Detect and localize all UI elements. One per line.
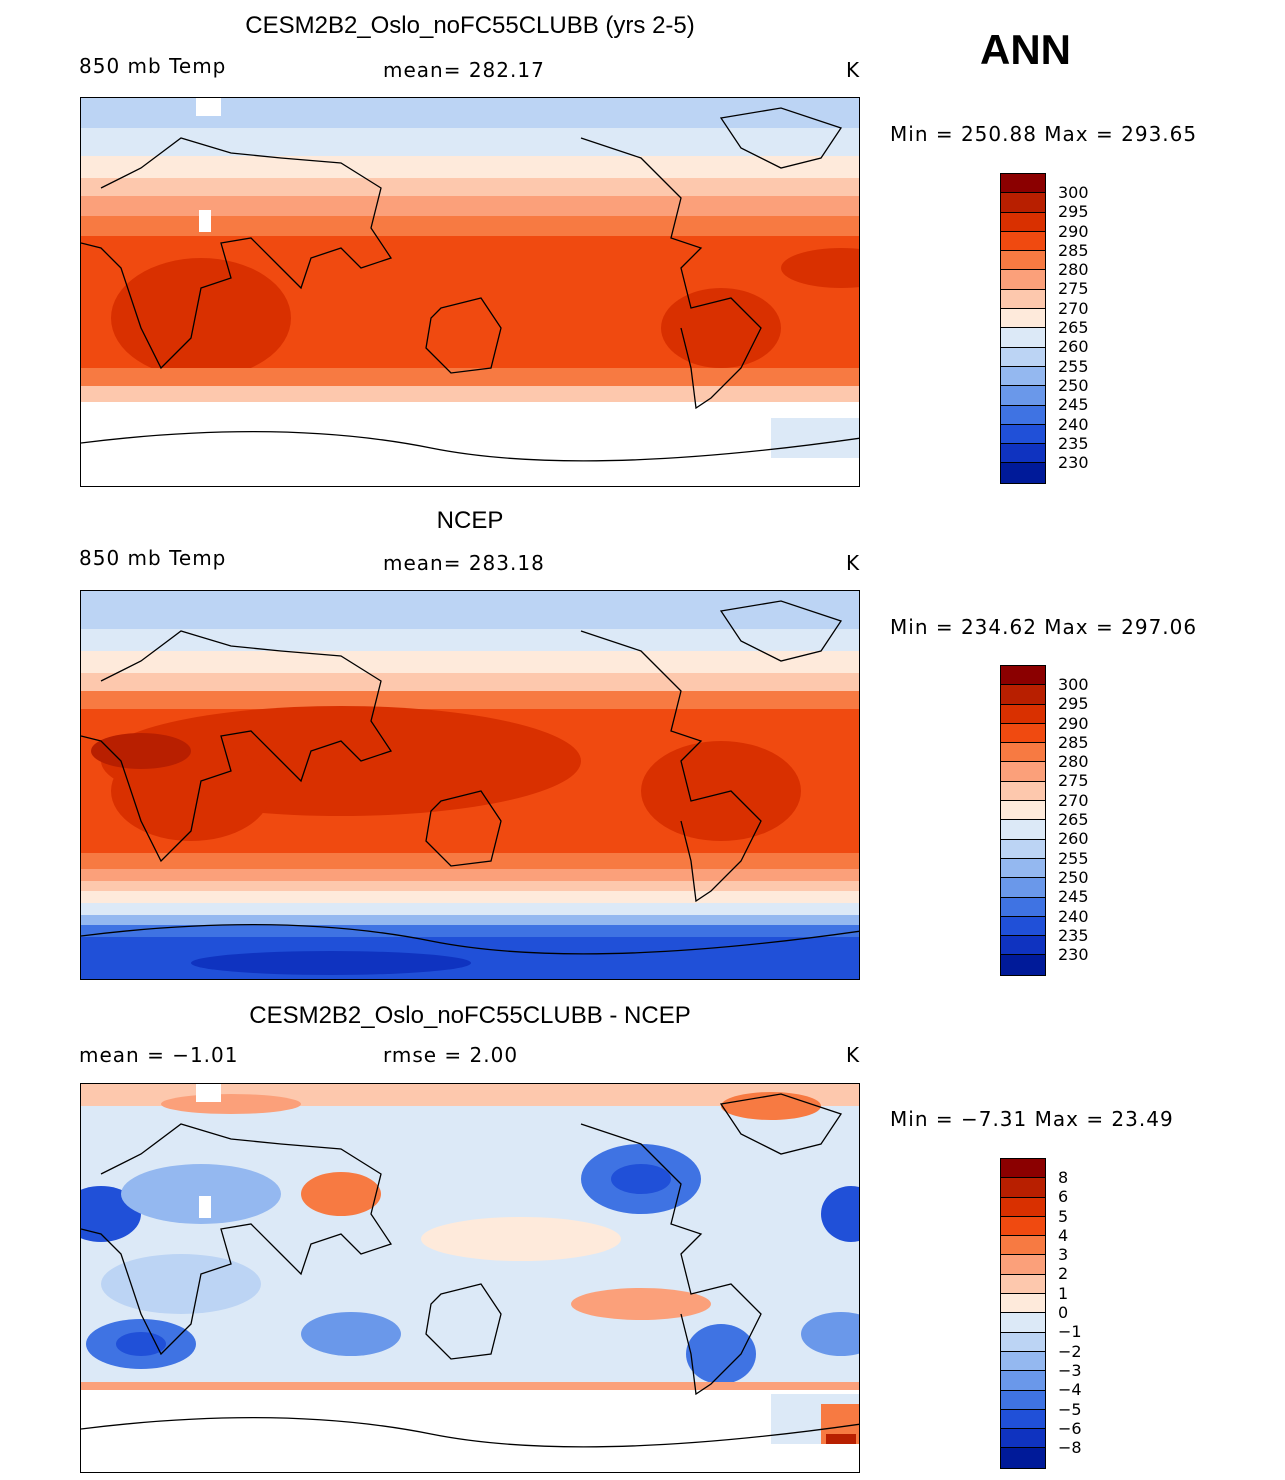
colorbar-tick-label: 295 (1058, 202, 1089, 222)
colorbar-tick-label: −2 (1058, 1341, 1082, 1361)
panel-2-title: NCEP (436, 507, 504, 534)
colorbar-tick-label: 0 (1058, 1303, 1069, 1323)
panel-1-colorbar-labels: 300 295 290 285 280 275 270 265 260 255 … (1058, 183, 1089, 472)
colorbar-tick-label: 295 (1058, 694, 1089, 714)
colorbar-tick-label: 300 (1058, 183, 1089, 202)
panel-2-colorbar (1000, 665, 1046, 976)
colorbar-tick-label: 245 (1058, 887, 1089, 907)
panel-3-rmse: rmse = 2.00 (383, 1043, 519, 1067)
colorbar-tick-label: 4 (1058, 1225, 1069, 1245)
colorbar-tick-label: −6 (1058, 1418, 1082, 1438)
colorbar-tick-label: 230 (1058, 945, 1089, 965)
colorbar-tick-label: −4 (1058, 1380, 1082, 1400)
colorbar-tick-label: 265 (1058, 810, 1089, 830)
panel-1-stat: mean= 282.17 (383, 58, 545, 82)
colorbar-tick-label: −5 (1058, 1399, 1082, 1419)
colorbar-tick-label: 240 (1058, 906, 1089, 926)
colorbar-tick-label: 235 (1058, 433, 1089, 453)
colorbar-tick-label: 280 (1058, 752, 1089, 772)
panel-3-title: CESM2B2_Oslo_noFC55CLUBB - NCEP (249, 1002, 691, 1029)
colorbar-tick-label: 2 (1058, 1264, 1069, 1284)
panel-1-units: K (846, 58, 861, 82)
colorbar-tick-label: 250 (1058, 375, 1089, 395)
colorbar-tick-label: 245 (1058, 395, 1089, 415)
panel-1-title: CESM2B2_Oslo_noFC55CLUBB (yrs 2-5) (245, 12, 695, 39)
colorbar-tick-label: 3 (1058, 1245, 1069, 1265)
colorbar-tick-label: −3 (1058, 1360, 1082, 1380)
panel-3-colorbar-labels: 8 6 5 4 3 2 1 0 −1 −2 −3 −4 −5 −6 −8 (1058, 1168, 1082, 1457)
colorbar-tick-label: 280 (1058, 260, 1089, 280)
colorbar-tick-label: 240 (1058, 414, 1089, 434)
panel-3-colorbar (1000, 1158, 1046, 1469)
colorbar-tick-label: 1 (1058, 1283, 1069, 1303)
panel-2-variable: 850 mb Temp (79, 546, 227, 570)
season-label: ANN (980, 26, 1071, 73)
colorbar-tick-label: −8 (1058, 1438, 1082, 1458)
panel-2-units: K (846, 551, 861, 575)
panel-3-units: K (846, 1043, 861, 1067)
colorbar-tick-label: 275 (1058, 279, 1089, 299)
colorbar-tick-label: 235 (1058, 925, 1089, 945)
colorbar-tick-label: 270 (1058, 790, 1089, 810)
panel-3-minmax: Min = −7.31 Max = 23.49 (890, 1107, 1174, 1131)
panel-1-map (80, 97, 860, 487)
colorbar-tick-label: 255 (1058, 848, 1089, 868)
colorbar-tick-label: 260 (1058, 829, 1089, 849)
colorbar-tick-label: 285 (1058, 240, 1089, 260)
colorbar-tick-label: 8 (1058, 1168, 1069, 1187)
panel-1-variable: 850 mb Temp (79, 54, 227, 78)
colorbar-tick-label: 5 (1058, 1206, 1069, 1226)
colorbar-tick-label: 260 (1058, 337, 1089, 357)
panel-1-colorbar (1000, 173, 1046, 484)
colorbar-tick-label: 250 (1058, 867, 1089, 887)
panel-3-mean: mean = −1.01 (79, 1043, 239, 1067)
colorbar-tick-label: 230 (1058, 453, 1089, 473)
colorbar-tick-label: 300 (1058, 675, 1089, 694)
colorbar-tick-label: 6 (1058, 1187, 1069, 1207)
colorbar-tick-label: 285 (1058, 732, 1089, 752)
colorbar-tick-label: 290 (1058, 221, 1089, 241)
panel-1-minmax: Min = 250.88 Max = 293.65 (890, 122, 1198, 146)
colorbar-tick-label: 265 (1058, 318, 1089, 338)
panel-2-colorbar-labels: 300 295 290 285 280 275 270 265 260 255 … (1058, 675, 1089, 964)
panel-2-stat: mean= 283.18 (383, 551, 545, 575)
panel-2-minmax: Min = 234.62 Max = 297.06 (890, 615, 1198, 639)
colorbar-tick-label: 275 (1058, 771, 1089, 791)
colorbar-tick-label: 290 (1058, 713, 1089, 733)
colorbar-tick-label: 270 (1058, 298, 1089, 318)
colorbar-tick-label: −1 (1058, 1322, 1082, 1342)
panel-3-map (80, 1083, 860, 1473)
panel-2-map (80, 590, 860, 980)
colorbar-tick-label: 255 (1058, 356, 1089, 376)
